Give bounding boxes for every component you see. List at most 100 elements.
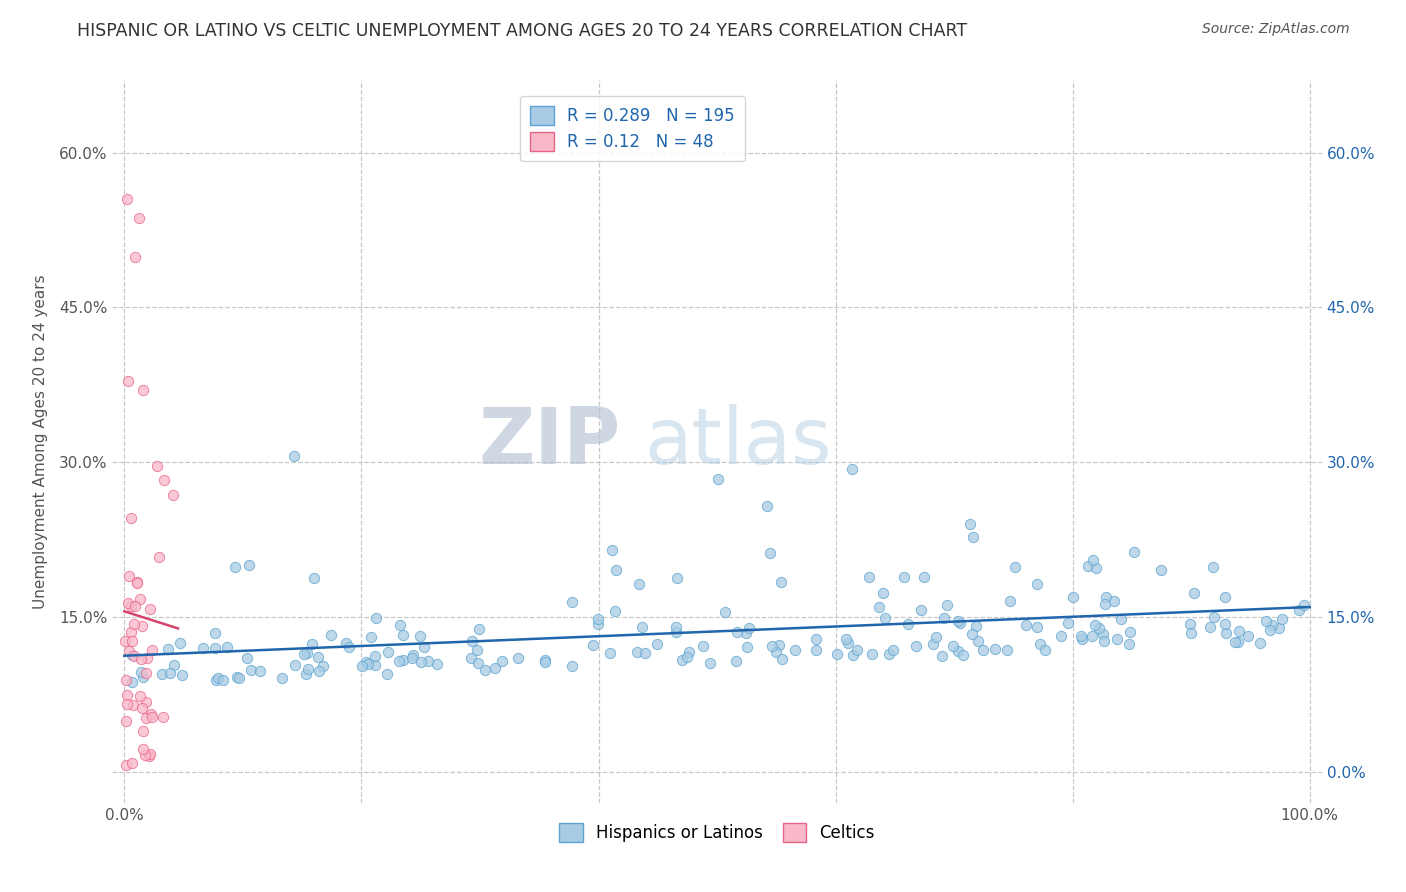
Point	[122, 616, 145, 631]
Point	[1215, 590, 1237, 604]
Point	[825, 648, 848, 662]
Point	[1026, 620, 1049, 634]
Point	[115, 192, 138, 206]
Point	[297, 662, 319, 676]
Point	[630, 620, 652, 634]
Point	[132, 670, 155, 684]
Point	[877, 647, 900, 661]
Point	[121, 648, 143, 662]
Point	[228, 671, 250, 685]
Point	[665, 624, 688, 639]
Point	[117, 697, 139, 711]
Point	[193, 641, 215, 656]
Point	[872, 586, 894, 600]
Point	[665, 620, 688, 634]
Point	[1084, 561, 1107, 575]
Point	[491, 654, 513, 668]
Point	[770, 651, 793, 665]
Point	[135, 695, 157, 709]
Point	[169, 636, 191, 650]
Point	[114, 633, 136, 648]
Point	[1107, 632, 1129, 646]
Point	[302, 571, 325, 585]
Point	[271, 671, 294, 685]
Point	[1223, 635, 1246, 649]
Point	[283, 449, 305, 463]
Point	[132, 724, 155, 739]
Point	[561, 595, 583, 609]
Point	[602, 542, 624, 557]
Point	[995, 643, 1018, 657]
Point	[1077, 558, 1099, 573]
Point	[156, 641, 179, 656]
Point	[837, 636, 859, 650]
Point	[163, 657, 186, 672]
Point	[135, 711, 157, 725]
Point	[1071, 632, 1094, 647]
Point	[942, 639, 965, 653]
Point	[117, 688, 139, 702]
Point	[1033, 643, 1056, 657]
Point	[312, 658, 335, 673]
Point	[392, 653, 415, 667]
Point	[873, 611, 896, 625]
Point	[768, 638, 790, 652]
Point	[1213, 616, 1236, 631]
Point	[121, 674, 143, 689]
Legend: Hispanics or Latinos, Celtics: Hispanics or Latinos, Celtics	[553, 816, 882, 848]
Point	[120, 599, 142, 613]
Point	[1070, 629, 1092, 643]
Point	[127, 576, 149, 591]
Point	[972, 642, 994, 657]
Point	[207, 671, 229, 685]
Point	[115, 758, 138, 772]
Point	[842, 648, 865, 662]
Point	[121, 756, 143, 771]
Point	[204, 641, 226, 656]
Point	[141, 709, 163, 723]
Point	[249, 664, 271, 678]
Point	[335, 636, 357, 650]
Point	[120, 511, 142, 525]
Point	[1256, 615, 1278, 629]
Point	[627, 577, 650, 591]
Point	[152, 710, 174, 724]
Point	[949, 616, 972, 631]
Point	[714, 605, 737, 619]
Point	[534, 655, 557, 669]
Point	[1050, 629, 1073, 643]
Point	[506, 650, 529, 665]
Point	[1258, 623, 1281, 637]
Point	[339, 640, 361, 655]
Point	[114, 673, 136, 688]
Point	[1094, 597, 1116, 611]
Point	[1081, 630, 1104, 644]
Point	[858, 569, 880, 583]
Point	[236, 651, 259, 665]
Point	[467, 622, 489, 636]
Point	[124, 250, 146, 264]
Point	[1198, 620, 1220, 634]
Point	[1180, 625, 1202, 640]
Point	[307, 650, 329, 665]
Point	[1226, 635, 1249, 649]
Point	[897, 617, 920, 632]
Point	[1088, 621, 1111, 635]
Point	[603, 603, 626, 617]
Point	[1004, 560, 1026, 574]
Point	[893, 570, 915, 584]
Text: HISPANIC OR LATINO VS CELTIC UNEMPLOYMENT AMONG AGES 20 TO 24 YEARS CORRELATION : HISPANIC OR LATINO VS CELTIC UNEMPLOYMEN…	[77, 22, 967, 40]
Point	[114, 714, 136, 728]
Point	[1062, 590, 1084, 604]
Point	[388, 654, 411, 668]
Point	[1294, 598, 1316, 612]
Point	[534, 653, 557, 667]
Point	[132, 742, 155, 756]
Point	[1215, 625, 1237, 640]
Point	[284, 657, 307, 672]
Point	[1288, 603, 1310, 617]
Point	[1025, 577, 1047, 591]
Point	[706, 472, 728, 486]
Point	[205, 673, 228, 688]
Point	[138, 749, 160, 764]
